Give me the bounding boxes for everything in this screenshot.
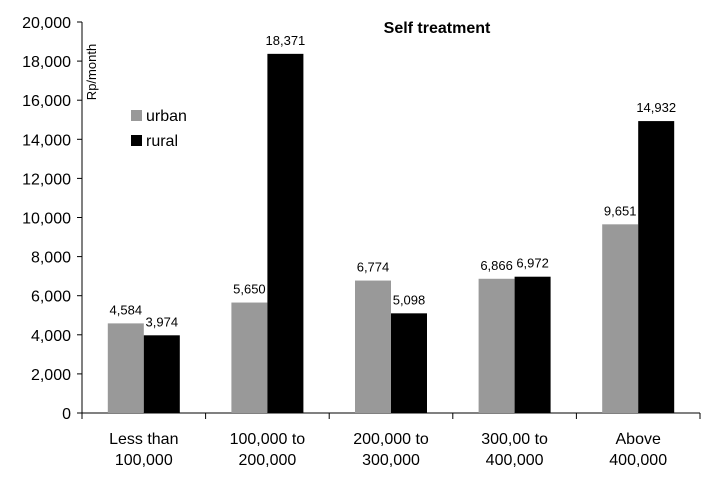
bar-urban [478,278,515,413]
data-label-urban: 9,651 [604,203,637,218]
legend-swatch-urban [131,110,142,121]
category-label: 100,000 to [230,431,306,448]
category-label: Above [616,431,661,448]
bar-urban [231,302,268,413]
bar-rural [267,53,304,413]
data-label-rural: 14,932 [636,100,676,115]
data-label-rural: 18,371 [266,33,306,48]
bar-urban [602,224,639,413]
data-label-urban: 5,650 [233,282,266,297]
y-tick-label: 0 [62,406,71,423]
legend-label-urban: urban [146,108,187,125]
plot-area: 0 2,000 4,000 6,000 8,000 10,000 12,000 14,000 1… [22,15,701,469]
y-tick-label: 2,000 [31,367,71,384]
bar-rural [143,335,180,413]
y-axis-label: Rp/month [84,44,99,100]
legend-label-rural: rural [146,133,178,150]
category-label: 200,000 to [353,431,429,448]
data-label-rural: 6,972 [516,256,549,271]
bar-rural [638,121,675,413]
chart-title: Self treatment [384,20,491,37]
category-label: 400,000 [609,452,667,469]
y-tick-label: 10,000 [22,211,71,228]
category-label: 100,000 [115,452,173,469]
data-label-urban: 6,774 [357,260,390,275]
y-tick-label: 14,000 [22,132,71,149]
legend: urban rural [131,108,187,150]
y-tick-label: 20,000 [22,15,71,32]
bar-urban [107,323,144,413]
y-tick-label: 6,000 [31,289,71,306]
y-tick-label: 12,000 [22,171,71,188]
y-tick-label: 8,000 [31,250,71,267]
category-label: 200,000 [238,452,296,469]
y-tick-label: 16,000 [22,93,71,110]
bar-rural [514,276,551,413]
bar-urban [355,280,391,413]
data-label-rural: 5,098 [393,292,426,307]
legend-swatch-rural [131,135,142,146]
category-label: Less than [109,431,178,448]
data-label-urban: 4,584 [110,302,143,317]
y-tick-label: 18,000 [22,54,71,71]
bar-rural [391,313,427,413]
data-label-urban: 6,866 [480,258,513,273]
data-label-rural: 3,974 [146,314,179,329]
category-label: 400,000 [486,452,544,469]
y-tick-label: 4,000 [31,328,71,345]
category-label: 300,000 [362,452,420,469]
category-label: 300,00 to [481,431,548,448]
